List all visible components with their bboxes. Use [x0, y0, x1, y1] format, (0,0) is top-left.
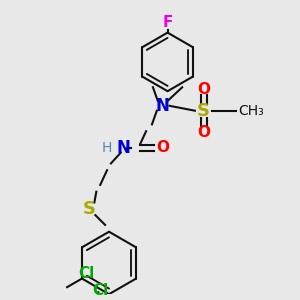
Text: N: N: [156, 97, 170, 115]
Text: S: S: [197, 102, 210, 120]
Text: CH₃: CH₃: [238, 104, 264, 118]
Text: O: O: [197, 125, 210, 140]
Text: S: S: [83, 200, 96, 218]
Text: F: F: [162, 15, 173, 30]
Text: O: O: [156, 140, 169, 155]
Text: H: H: [102, 141, 112, 155]
Text: Cl: Cl: [78, 266, 94, 280]
Text: Cl: Cl: [92, 283, 108, 298]
Text: O: O: [197, 82, 210, 97]
Text: N: N: [117, 139, 130, 157]
